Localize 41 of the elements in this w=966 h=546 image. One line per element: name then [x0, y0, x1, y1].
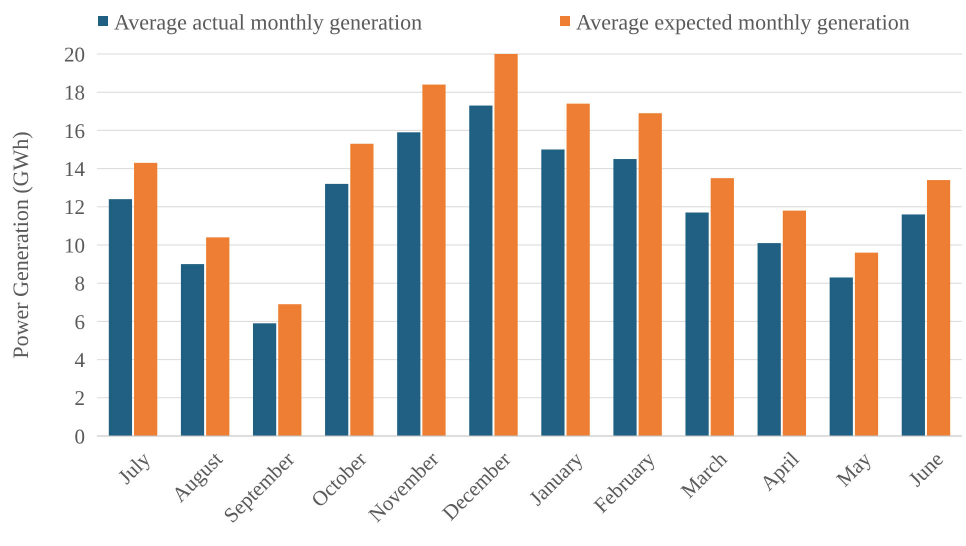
bar	[830, 277, 853, 436]
bar	[422, 84, 446, 436]
y-tick-label: 6	[74, 310, 85, 334]
x-tick-label: May	[832, 446, 876, 492]
bar	[566, 104, 590, 436]
bar	[926, 180, 950, 436]
bar	[638, 113, 662, 436]
bar	[469, 106, 492, 436]
y-tick-label: 10	[64, 233, 85, 258]
y-tick-label: 8	[74, 272, 85, 296]
bar	[108, 199, 132, 436]
bar	[397, 132, 420, 436]
bar	[350, 144, 374, 436]
x-tick-label: July	[113, 446, 156, 489]
bar	[902, 214, 925, 436]
bar	[134, 162, 158, 436]
legend-label: Average actual monthly generation	[114, 10, 422, 35]
y-tick-label: 2	[74, 386, 85, 410]
bar	[278, 304, 302, 436]
bar	[180, 264, 204, 436]
bar	[710, 178, 734, 436]
y-axis-title: Power Generation (GWh)	[8, 131, 33, 359]
bar	[854, 252, 878, 436]
bar	[782, 210, 806, 436]
y-tick-label: 18	[64, 80, 85, 105]
y-tick-label: 12	[64, 195, 85, 220]
x-tick-label: June	[904, 446, 948, 492]
bar	[613, 159, 637, 436]
legend-label: Average expected monthly generation	[576, 10, 910, 35]
bar	[494, 54, 518, 436]
bar	[685, 212, 709, 436]
bar	[252, 323, 276, 436]
bar	[325, 184, 348, 436]
y-tick-label: 16	[64, 118, 85, 143]
y-tick-label: 20	[64, 42, 85, 66]
bar	[758, 243, 781, 436]
y-tick-label: 0	[74, 424, 85, 448]
bar	[541, 150, 565, 436]
y-tick-label: 14	[64, 156, 86, 181]
y-tick-label: 4	[74, 348, 86, 372]
bar	[206, 237, 230, 436]
